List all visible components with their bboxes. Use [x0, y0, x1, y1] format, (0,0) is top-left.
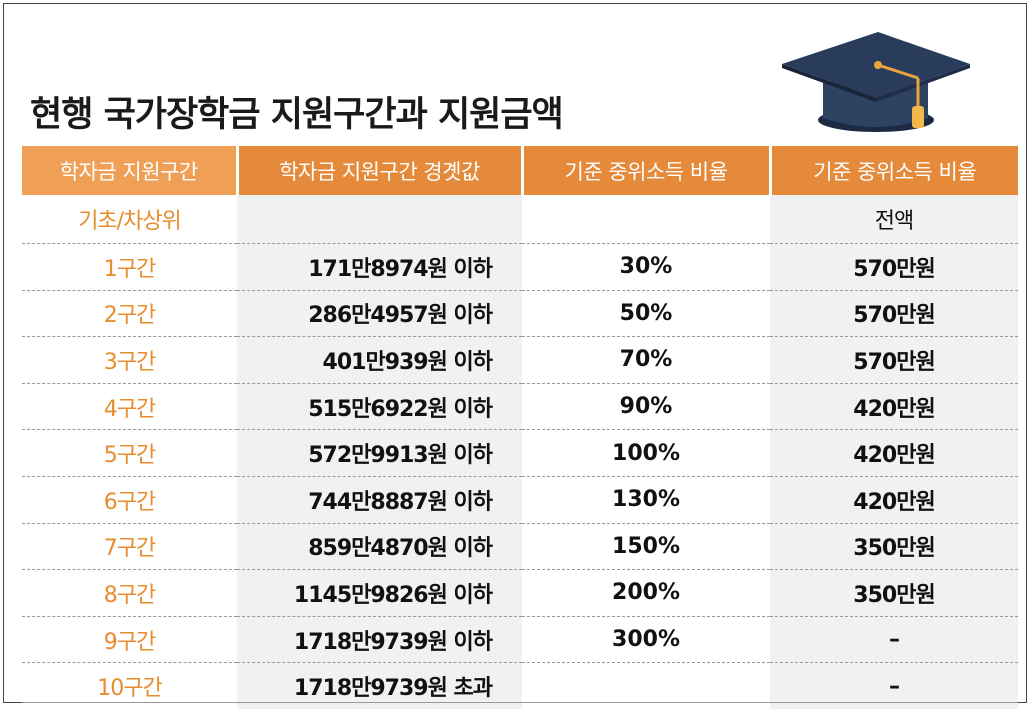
threshold-cell: 401만939원 이하	[237, 336, 522, 384]
ratio-cell: 200%	[522, 569, 770, 617]
amount-cell: 350만원	[770, 569, 1018, 617]
band-cell: 1구간	[22, 243, 237, 291]
table-row: 기초/차상위 전액	[22, 195, 1018, 244]
amount-cell: –	[770, 616, 1018, 664]
amount-cell: 570만원	[770, 243, 1018, 291]
amount-cell: 570만원	[770, 290, 1018, 338]
table-header-row: 학자금 지원구간 학자금 지원구간 경곗값 기준 중위소득 비율 기준 중위소득…	[22, 146, 1018, 195]
amount-cell: 420만원	[770, 383, 1018, 431]
threshold-cell: 286만4957원 이하	[237, 290, 522, 338]
threshold-cell: 859만4870원 이하	[237, 523, 522, 571]
threshold-cell	[237, 195, 522, 244]
page-title: 현행 국가장학금 지원구간과 지원금액	[30, 95, 564, 135]
band-cell: 5구간	[22, 429, 237, 477]
threshold-cell: 572만9913원 이하	[237, 429, 522, 477]
threshold-cell: 1145만9826원 이하	[237, 569, 522, 617]
band-cell: 4구간	[22, 383, 237, 431]
ratio-cell: 50%	[522, 290, 770, 338]
band-cell: 2구간	[22, 290, 237, 338]
band-cell: 7구간	[22, 523, 237, 571]
scholarship-table: 학자금 지원구간 학자금 지원구간 경곗값 기준 중위소득 비율 기준 중위소득…	[22, 146, 1018, 709]
table-row: 8구간 1145만9826원 이하 200% 350만원	[22, 569, 1018, 617]
header-band: 학자금 지원구간	[22, 146, 237, 195]
table-row: 2구간 286만4957원 이하 50% 570만원	[22, 290, 1018, 338]
ratio-cell: 150%	[522, 523, 770, 571]
amount-cell: –	[770, 662, 1018, 709]
ratio-cell: 70%	[522, 336, 770, 384]
ratio-cell: 100%	[522, 429, 770, 477]
band-cell: 6구간	[22, 476, 237, 524]
table-bottom-rule	[22, 702, 1018, 703]
table-row: 9구간 1718만9739원 이하 300% –	[22, 616, 1018, 664]
threshold-cell: 171만8974원 이하	[237, 243, 522, 291]
amount-cell: 570만원	[770, 336, 1018, 384]
table-row: 6구간 744만8887원 이하 130% 420만원	[22, 476, 1018, 524]
table-row: 7구간 859만4870원 이하 150% 350만원	[22, 523, 1018, 571]
threshold-cell: 1718만9739원 초과	[237, 662, 522, 709]
ratio-cell: 300%	[522, 616, 770, 664]
band-cell: 9구간	[22, 616, 237, 664]
amount-cell: 420만원	[770, 429, 1018, 477]
band-cell: 8구간	[22, 569, 237, 617]
band-cell: 10구간	[97, 676, 162, 702]
header-amount: 기준 중위소득 비율	[768, 146, 1018, 195]
threshold-cell: 1718만9739원 이하	[237, 616, 522, 664]
band-cell: 3구간	[22, 336, 237, 384]
ratio-cell: 90%	[522, 383, 770, 431]
graduation-cap-icon	[782, 32, 970, 132]
threshold-cell: 744만8887원 이하	[237, 476, 522, 524]
header-ratio: 기준 중위소득 비율	[520, 146, 770, 195]
table-row: 5구간 572만9913원 이하 100% 420만원	[22, 429, 1018, 477]
ratio-cell: 30%	[522, 243, 770, 291]
ratio-cell: 130%	[522, 476, 770, 524]
table-row: 1구간 171만8974원 이하 30% 570만원	[22, 243, 1018, 291]
header-threshold: 학자금 지원구간 경곗값	[235, 146, 522, 195]
amount-cell: 350만원	[770, 523, 1018, 571]
amount-cell: 전액	[770, 195, 1018, 244]
threshold-cell: 515만6922원 이하	[237, 383, 522, 431]
table-row: 3구간 401만939원 이하 70% 570만원	[22, 336, 1018, 384]
amount-cell: 420만원	[770, 476, 1018, 524]
ratio-cell	[522, 195, 770, 244]
table-row: 4구간 515만6922원 이하 90% 420만원	[22, 383, 1018, 431]
table-row: 10구간 1718만9739원 초과 –	[22, 662, 1018, 709]
band-cell: 기초/차상위	[22, 195, 237, 244]
